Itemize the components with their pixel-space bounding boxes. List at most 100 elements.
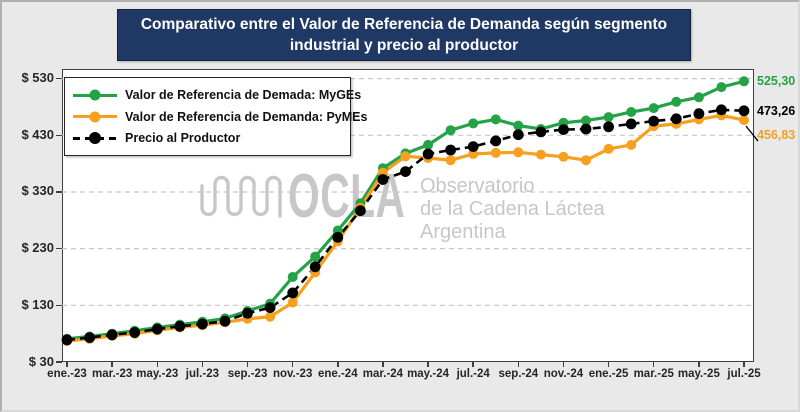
x-axis-label: nov.-24 <box>543 368 584 380</box>
legend-label-productor: Precio al Productor <box>125 131 241 145</box>
x-axis-label: mar.-24 <box>362 368 404 380</box>
legend-label-myges: Valor de Referencia de Demada: MyGEs <box>125 88 362 102</box>
productor-marker <box>738 105 750 117</box>
y-axis-tick <box>56 247 62 250</box>
x-axis-tick <box>382 362 384 367</box>
productor-marker <box>558 124 569 135</box>
pymes-marker <box>603 143 614 154</box>
x-axis-label: nov.-23 <box>272 368 313 380</box>
x-axis-tick <box>607 362 610 367</box>
myges-marker <box>423 139 434 150</box>
pymes-marker <box>490 147 501 158</box>
pymes-marker <box>558 151 569 162</box>
productor-marker <box>603 121 614 133</box>
x-axis-tick <box>517 362 520 367</box>
myges-marker <box>468 118 479 129</box>
x-axis-label: ene.-25 <box>588 368 629 380</box>
myges-marker <box>445 125 456 136</box>
x-axis-label: jul.-25 <box>727 368 761 380</box>
productor-marker <box>625 118 637 130</box>
x-axis-label: ene.-24 <box>317 368 358 380</box>
productor-marker <box>219 315 231 327</box>
productor-marker <box>716 104 727 116</box>
pymes-marker <box>535 149 546 160</box>
myges-marker <box>287 272 298 282</box>
productor-marker <box>355 205 366 217</box>
pymes-marker <box>468 149 479 159</box>
y-axis-label: $ 430 <box>21 126 54 142</box>
pymes-marker <box>265 311 276 322</box>
x-axis-label: mar.-25 <box>633 368 674 380</box>
x-axis-label: may.-23 <box>136 368 179 380</box>
myges-marker <box>490 114 501 125</box>
chart-canvas <box>61 76 759 346</box>
productor-marker <box>648 115 660 127</box>
x-axis-tick <box>698 362 700 367</box>
productor-marker <box>467 141 479 152</box>
x-axis-tick <box>66 362 68 367</box>
end-value-myges: 525,30 <box>757 74 796 88</box>
y-axis-label: $ 30 <box>28 353 54 369</box>
y-axis-tick <box>56 77 62 80</box>
end-value-pymes: 456,83 <box>757 128 796 142</box>
productor-marker <box>580 123 592 135</box>
watermark-line2: de la Cadena Láctea <box>420 198 605 220</box>
productor-marker <box>106 329 118 341</box>
end-value-productor: 473,26 <box>757 104 796 118</box>
myges-marker <box>716 82 727 93</box>
productor-marker <box>400 166 411 177</box>
productor-marker <box>309 261 321 273</box>
myges-marker <box>648 103 659 114</box>
y-axis-label: $ 230 <box>21 240 54 256</box>
myges-marker <box>693 92 704 103</box>
legend-item-productor: Precio al Productor <box>73 128 342 148</box>
pymes-marker <box>513 147 524 158</box>
pymes-line-marker-icon <box>73 110 117 123</box>
myges-marker <box>671 96 682 107</box>
productor-marker <box>174 320 186 332</box>
pymes-label-leader-line <box>745 125 759 142</box>
productor-marker <box>445 144 456 156</box>
x-axis-label: jul.-23 <box>185 368 219 380</box>
chart-title: Comparativo entre el Valor de Referencia… <box>117 9 691 61</box>
legend-item-myges: Valor de Referencia de Demada: MyGEs <box>73 85 361 105</box>
productor-marker <box>129 327 141 338</box>
y-axis-label: $ 330 <box>21 183 54 199</box>
myges-marker <box>739 76 749 87</box>
x-axis-tick <box>246 362 249 367</box>
myges-marker <box>626 107 637 117</box>
x-axis-tick <box>337 362 339 367</box>
pymes-marker <box>626 139 637 150</box>
ocla-waves-icon <box>200 175 282 218</box>
productor-marker <box>693 108 705 120</box>
myges-line-marker-icon <box>73 89 117 102</box>
productor-line-marker-icon <box>73 132 117 145</box>
productor-marker <box>287 287 299 299</box>
x-axis-tick <box>472 362 474 367</box>
x-axis-label: sep.-24 <box>498 368 539 380</box>
x-axis-tick <box>652 362 655 367</box>
y-axis-tick <box>56 134 62 137</box>
productor-marker <box>490 135 502 147</box>
chart-legend: Valor de Referencia de Demada: MyGEs Val… <box>64 77 367 156</box>
productor-marker <box>512 129 524 141</box>
pymes-marker <box>739 115 749 126</box>
x-axis-label: may.-25 <box>677 368 720 380</box>
myges-marker <box>603 112 614 123</box>
legend-item-pymes: Valor de Referencia de Demanda: PyMEs <box>73 107 367 127</box>
x-axis-tick <box>201 362 204 367</box>
x-axis-tick <box>427 362 429 367</box>
productor-marker <box>422 148 434 160</box>
productor-marker <box>61 334 73 346</box>
productor-marker <box>197 318 208 330</box>
productor-marker <box>332 231 344 243</box>
x-axis-tick <box>743 362 745 367</box>
productor-marker <box>84 332 95 343</box>
x-axis-label: may.-24 <box>407 368 450 380</box>
x-axis-label: jul.-24 <box>456 368 490 380</box>
productor-marker <box>151 323 163 335</box>
productor-marker <box>535 126 547 138</box>
myges-marker <box>310 251 321 262</box>
watermark-line3: Argentina <box>420 221 506 243</box>
